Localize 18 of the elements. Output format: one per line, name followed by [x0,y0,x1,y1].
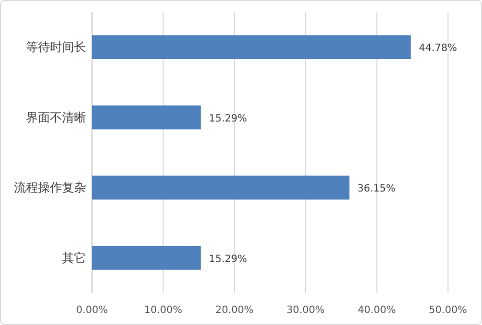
x-tick-label: 30.00% [286,305,325,316]
data-label: 36.15% [357,184,396,195]
bar [92,176,350,200]
data-label: 44.78% [418,43,457,54]
x-tick-label: 20.00% [215,305,254,316]
x-tick-label: 0.00% [76,305,108,316]
bar [92,246,201,270]
y-tick-label: 流程操作复杂 [14,180,86,195]
y-tick-label: 其它 [62,250,86,265]
x-tick-label: 50.00% [428,305,468,316]
bar [92,35,411,60]
x-tick-label: 10.00% [144,305,182,316]
x-tick-label: 40.00% [358,305,396,316]
y-tick-label: 界面不清晰 [26,110,86,124]
y-tick-label: 等待时间长 [26,40,86,54]
data-label: 15.29% [208,113,248,124]
bar [92,105,201,130]
data-label: 15.29% [208,254,248,265]
